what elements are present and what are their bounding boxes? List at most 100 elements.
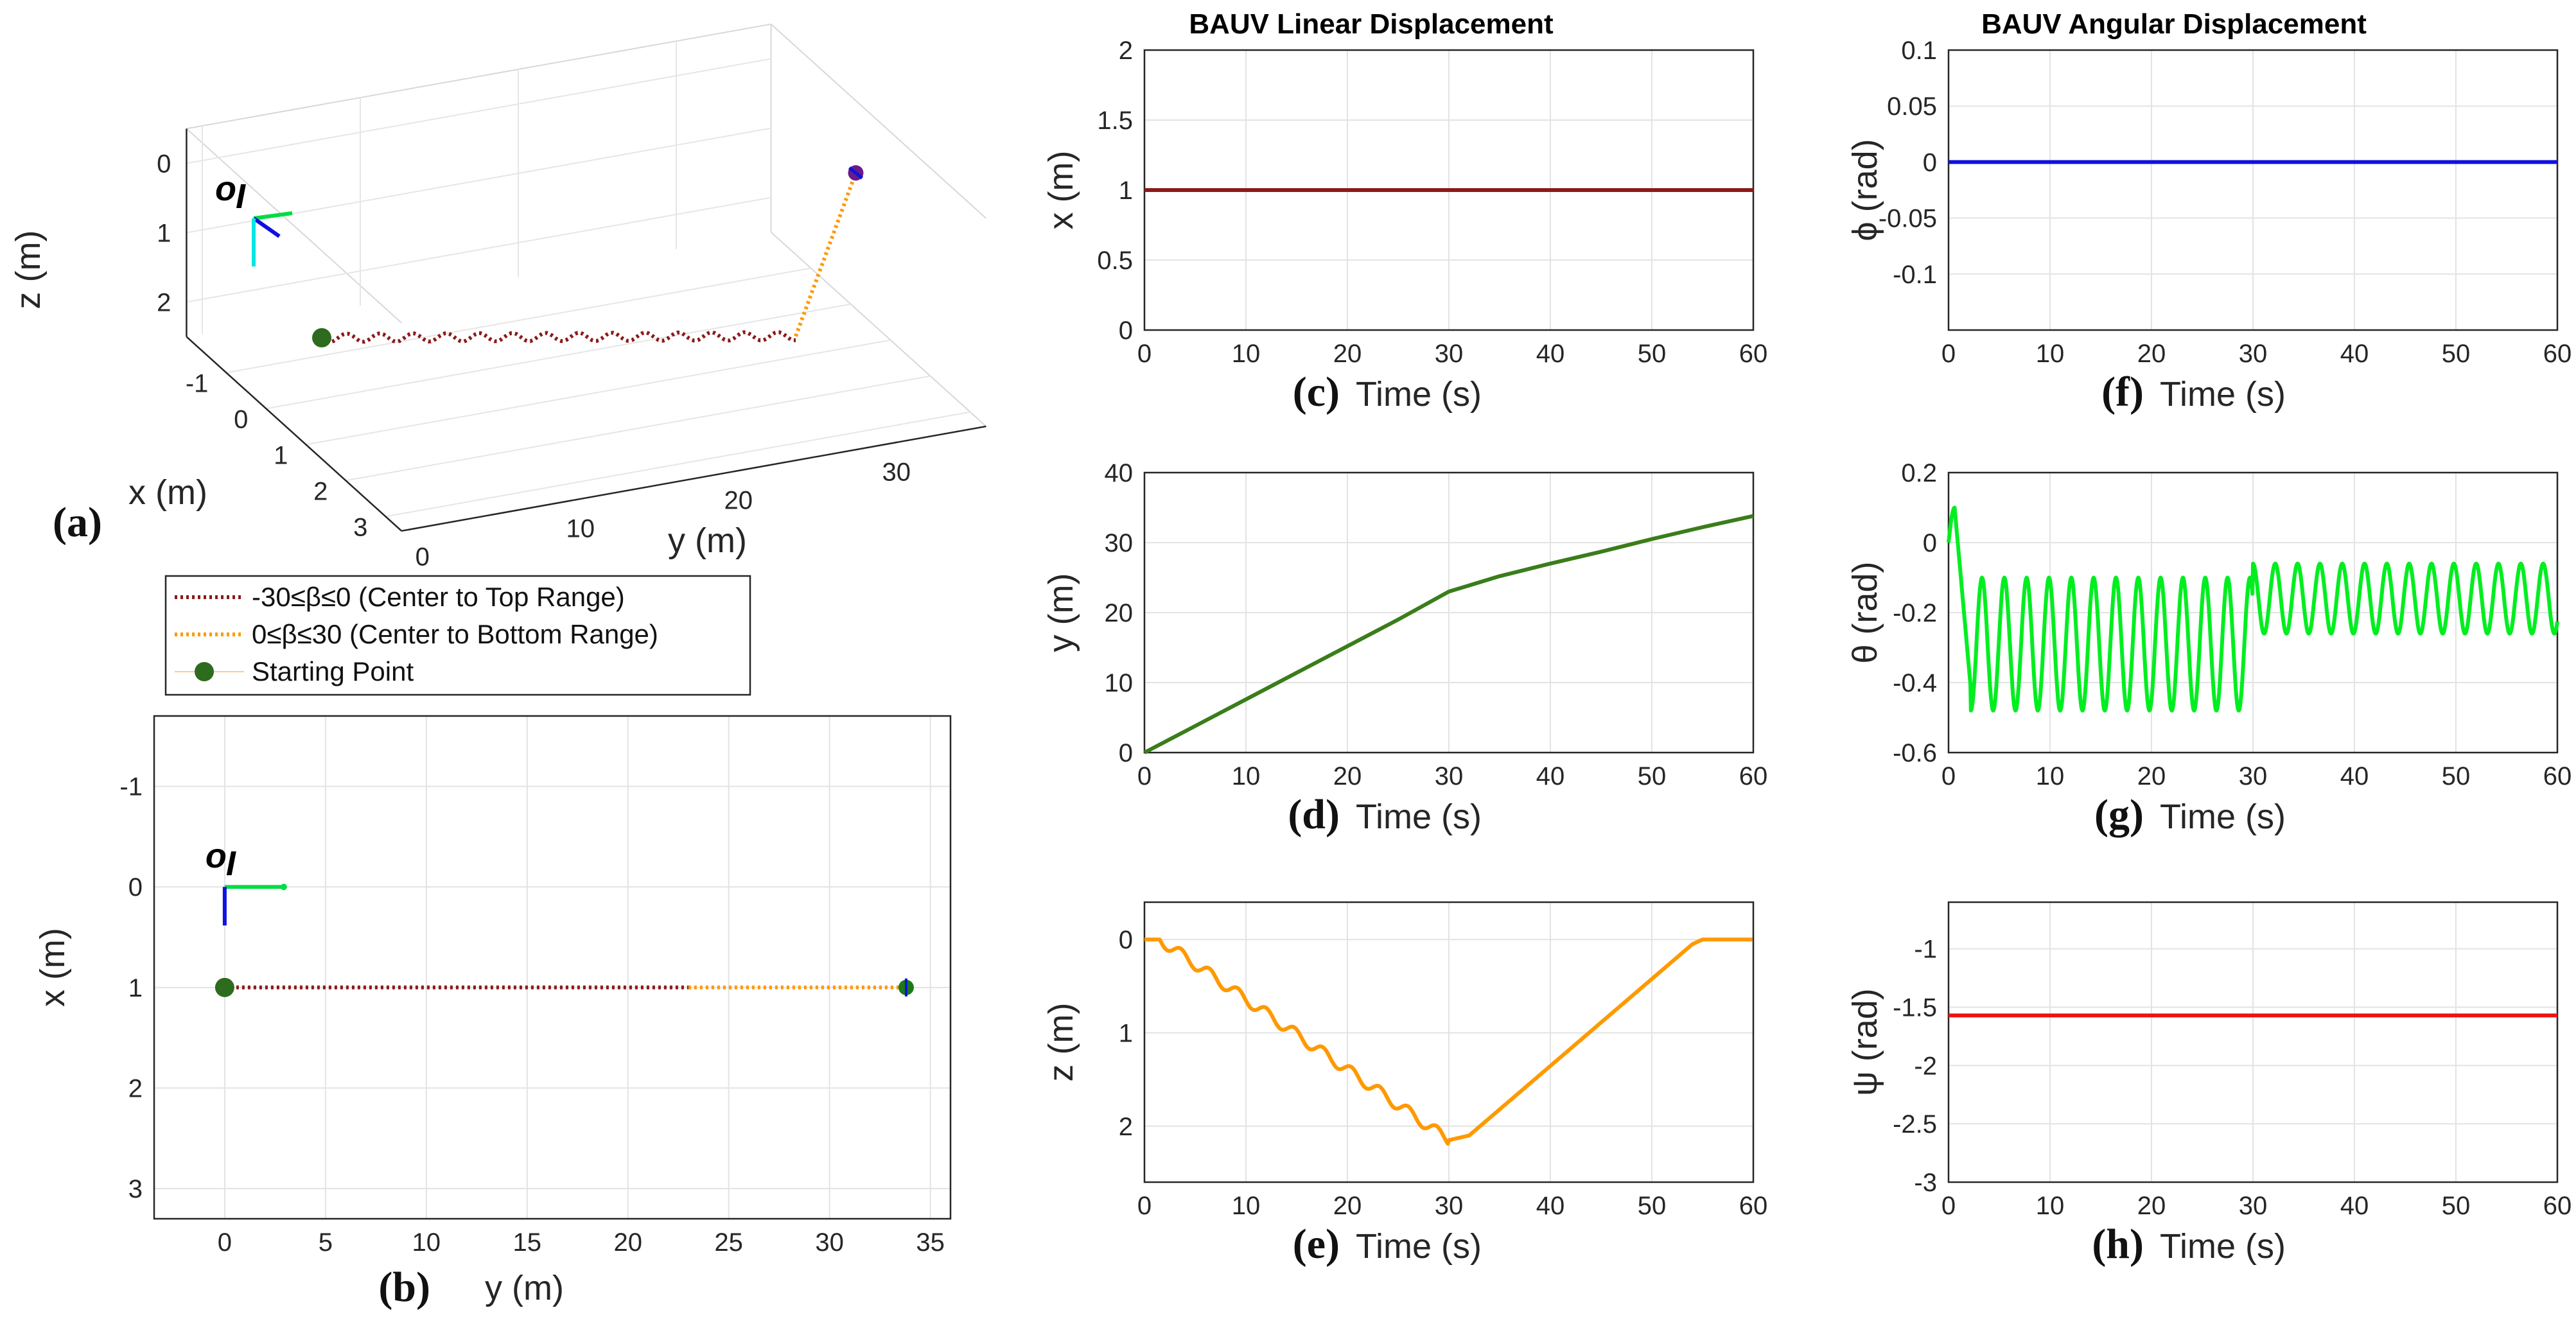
y-tick-label: -2 — [1914, 1052, 1937, 1080]
x-tick-label: 0 — [1137, 340, 1152, 368]
x-tick-label: 20 — [1333, 762, 1362, 790]
panel-label: (b) — [378, 1264, 430, 1311]
legend-box — [164, 575, 751, 696]
x-axis-label: Time (s) — [1356, 798, 1482, 836]
y-tick-label: 2 — [128, 1074, 143, 1103]
y-tick-label: 3 — [128, 1175, 143, 1203]
axes-box — [1143, 471, 1755, 754]
x-axis-label: Time (s) — [2160, 1227, 2286, 1266]
x-tick-label: 15 — [513, 1228, 542, 1257]
x-tick-label: 60 — [1739, 1192, 1768, 1220]
y-tick-label: 0.05 — [1887, 92, 1937, 121]
series-line-z — [1143, 938, 1753, 1146]
legend-swatch — [195, 662, 214, 681]
panel-label: (d) — [1288, 791, 1340, 838]
y-axis-label: y (m) — [1042, 573, 1080, 652]
origin-subscript: I — [236, 177, 246, 216]
y-tick-label: -0.1 — [1893, 261, 1937, 289]
x-tick-label: 30 — [2239, 762, 2268, 790]
chart-f: 0 10 20 30 40 50 60 -0.1 -0.05 0 0.05 0.1 ϕ (rad) (f)… — [1846, 37, 2572, 415]
x-tick-label: 10 — [2036, 762, 2065, 790]
y-tick-label: 20 — [1105, 599, 1134, 627]
y-axis-line — [401, 425, 986, 532]
x-tick-label: 25 — [714, 1228, 743, 1257]
axes-box — [1947, 49, 2559, 331]
y-tick-label: -0.2 — [1893, 599, 1937, 627]
y-tick-label: 1.5 — [1097, 107, 1133, 135]
x-tick-label: 60 — [1739, 340, 1768, 368]
x-tick-label: 10 — [1232, 762, 1261, 790]
y-tick-label: 1 — [128, 974, 143, 1002]
panel-label: (c) — [1293, 369, 1340, 415]
y-tick-label: -0.4 — [1893, 669, 1937, 697]
x-tick-label: 40 — [1536, 340, 1565, 368]
y-axis-label: x (m) — [33, 928, 72, 1007]
panel-label: (g) — [2094, 791, 2144, 838]
x-axis-line — [186, 336, 403, 532]
y-tick-label: -1 — [119, 773, 143, 801]
y-tick-label: -1 — [1914, 936, 1937, 964]
grid-x-floor-3 — [346, 375, 931, 482]
y-tick-label: 30 — [882, 458, 911, 486]
y-tick-label: 2 — [1119, 37, 1133, 65]
axes-box — [1947, 901, 2559, 1183]
y-tick-label: -2.5 — [1893, 1110, 1937, 1138]
x-tick-label: 30 — [2239, 1192, 2268, 1220]
x-tick-label: 40 — [2340, 762, 2369, 790]
box-edge-6 — [770, 231, 987, 427]
series-line-y — [1143, 514, 1754, 754]
x-tick-label: 50 — [1638, 762, 1667, 790]
x-tick-label: 30 — [1435, 340, 1464, 368]
y-tick-label: 1 — [1119, 177, 1133, 205]
y-tick-label: 0.1 — [1901, 37, 1937, 65]
origin-axis-x — [252, 216, 281, 238]
origin-axis-tip — [280, 884, 287, 891]
x-tick-label: 20 — [2137, 340, 2166, 368]
x-tick-label: 60 — [2543, 1192, 2572, 1220]
x-tick-label: 10 — [2036, 340, 2065, 368]
chart-h: 0 10 20 30 40 50 60 -3 -2.5 -2 -1.5 -1 ψ (rad) (h) Tim… — [1846, 901, 2572, 1268]
y-axis-label: ϕ (rad) — [1846, 139, 1884, 241]
x-tick-label: 1 — [274, 441, 288, 469]
panel-label: (e) — [1293, 1221, 1340, 1268]
box-edge-4 — [186, 23, 771, 130]
y-tick-label: 0 — [1119, 926, 1133, 954]
chart-g: 0 10 20 30 40 50 60 -0.6 -0.4 -0.2 0 0.2 θ (rad) (g) T… — [1846, 459, 2572, 838]
x-tick-label: 30 — [1435, 762, 1464, 790]
axes-box — [1143, 901, 1755, 1183]
y-tick-label: 20 — [724, 486, 753, 514]
x-axis-label: x (m) — [128, 473, 207, 512]
panel-label: (h) — [2092, 1221, 2144, 1268]
axes-box — [153, 715, 952, 1220]
y-tick-label: 0 — [1923, 529, 1937, 557]
y-tick-label: 0 — [1119, 317, 1133, 345]
y-tick-label: 0.2 — [1901, 459, 1937, 487]
y-axis-label: θ (rad) — [1846, 561, 1884, 663]
y-tick-label: -0.6 — [1893, 739, 1937, 767]
x-tick-label: 50 — [1638, 340, 1667, 368]
y-tick-label: -0.05 — [1879, 205, 1937, 233]
x-tick-label: 20 — [1333, 340, 1362, 368]
box-edge-5 — [770, 23, 987, 219]
series-line-bottom-range — [794, 172, 858, 337]
x-axis-label: Time (s) — [1356, 1227, 1482, 1266]
x-tick-label: 0 — [1941, 762, 1956, 790]
y-axis-label: y (m) — [668, 521, 747, 560]
series-line-theta — [1947, 505, 2559, 713]
x-tick-label: 0 — [1137, 762, 1152, 790]
legend-entry: -30≤β≤0 (Center to Top Range) — [252, 582, 625, 612]
x-tick-label: 40 — [2340, 340, 2369, 368]
y-tick-label: 1 — [1119, 1019, 1133, 1047]
start-point-marker — [215, 977, 234, 997]
x-tick-label: 50 — [2442, 1192, 2471, 1220]
x-tick-label: 40 — [2340, 1192, 2369, 1220]
y-axis-label: ψ (rad) — [1846, 988, 1884, 1096]
x-tick-label: 10 — [2036, 1192, 2065, 1220]
y-tick-label: 10 — [566, 514, 595, 543]
box-edge-7 — [186, 128, 402, 324]
series-line-top-range — [320, 330, 796, 344]
z-tick-label: 0 — [157, 150, 171, 178]
z-axis-label: z (m) — [9, 231, 48, 310]
